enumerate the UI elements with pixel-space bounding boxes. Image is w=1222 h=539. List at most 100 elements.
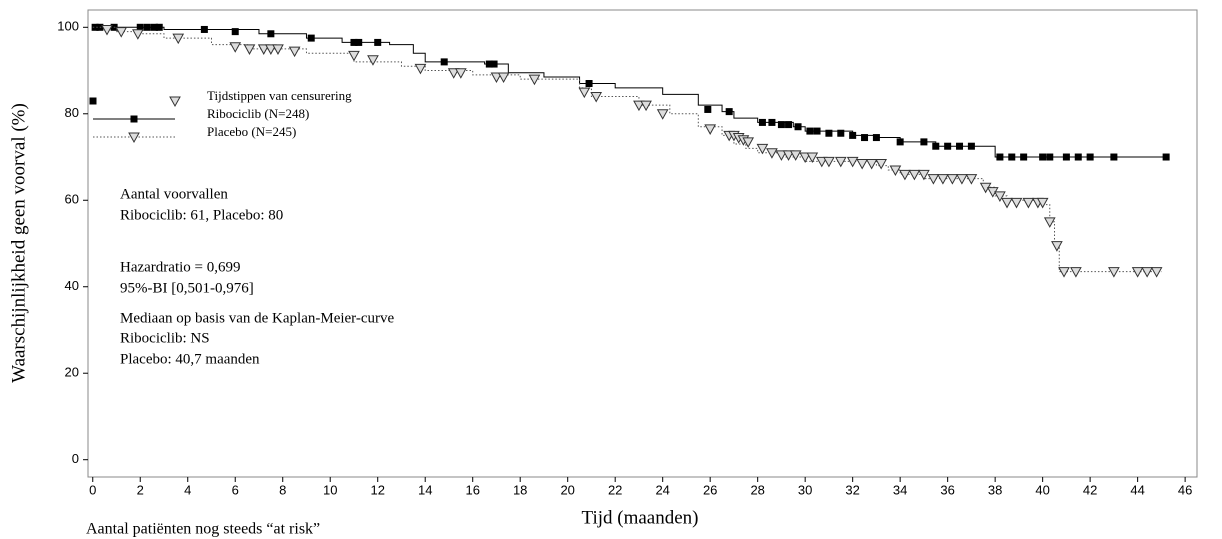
censor-mark bbox=[350, 38, 358, 46]
annotation: Placebo: 40,7 maanden bbox=[120, 351, 260, 367]
censor-mark bbox=[758, 118, 766, 126]
censor-mark bbox=[267, 30, 275, 38]
censor-mark bbox=[585, 80, 593, 88]
x-tick-label: 12 bbox=[370, 482, 384, 497]
censor-mark bbox=[640, 100, 652, 112]
censor-mark bbox=[367, 55, 379, 66]
x-tick-label: 24 bbox=[655, 482, 669, 497]
censor-mark bbox=[155, 23, 163, 31]
censor-mark bbox=[756, 143, 769, 155]
censor-mark bbox=[899, 169, 911, 181]
censor-mark bbox=[229, 42, 242, 53]
censor-mark bbox=[528, 74, 541, 86]
x-tick-label: 30 bbox=[798, 482, 812, 497]
censor-mark bbox=[1051, 241, 1063, 252]
censor-mark bbox=[1010, 197, 1023, 209]
legend-label: Ribociclib (N=248) bbox=[207, 106, 309, 121]
censor-mark bbox=[374, 38, 382, 46]
censor-mark bbox=[965, 174, 978, 185]
censor-mark bbox=[849, 131, 857, 139]
x-tick-label: 14 bbox=[418, 482, 432, 497]
x-tick-label: 38 bbox=[988, 482, 1002, 497]
censor-mark bbox=[1022, 197, 1035, 209]
censor-mark bbox=[143, 23, 151, 31]
legend-title: Tijdstippen van censurering bbox=[207, 88, 352, 103]
censor-mark bbox=[1020, 153, 1028, 161]
censor-mark bbox=[656, 109, 669, 120]
censor-mark bbox=[1062, 153, 1070, 161]
x-tick-label: 34 bbox=[893, 482, 907, 497]
y-tick-label: 20 bbox=[65, 365, 79, 380]
annotation: Ribociclib: 61, Placebo: 80 bbox=[120, 207, 283, 223]
y-tick-label: 100 bbox=[57, 19, 79, 34]
censor-mark bbox=[1043, 217, 1056, 228]
plot-frame bbox=[87, 9, 1198, 478]
censor-mark bbox=[1074, 153, 1082, 161]
x-tick-label: 36 bbox=[940, 482, 954, 497]
censor-mark bbox=[918, 169, 930, 181]
x-tick-label: 32 bbox=[845, 482, 859, 497]
censor-mark bbox=[243, 44, 256, 55]
annotation: Mediaan op basis van de Kaplan-Meier-cur… bbox=[120, 310, 395, 326]
x-tick-label: 46 bbox=[1178, 482, 1192, 497]
x-tick-label: 10 bbox=[323, 482, 337, 497]
censor-mark bbox=[775, 150, 788, 161]
censor-mark bbox=[454, 68, 467, 79]
censor-mark bbox=[889, 165, 902, 177]
censor-mark bbox=[806, 152, 819, 164]
censor-mark bbox=[996, 153, 1004, 161]
censor-mark bbox=[932, 142, 940, 150]
x-tick-label: 8 bbox=[279, 482, 286, 497]
censor-mark bbox=[875, 159, 888, 170]
at-risk-label: Aantal patiënten nog steeds “at risk” bbox=[86, 521, 320, 538]
legend-marker bbox=[169, 96, 181, 108]
censor-mark bbox=[115, 27, 128, 38]
censor-mark bbox=[136, 23, 144, 31]
x-tick-label: 18 bbox=[513, 482, 527, 497]
censor-mark bbox=[1150, 267, 1163, 278]
censor-mark bbox=[132, 29, 144, 40]
censor-mark bbox=[200, 25, 208, 33]
censor-mark bbox=[725, 108, 733, 116]
legend-marker bbox=[128, 132, 140, 144]
censor-mark bbox=[825, 129, 833, 137]
censor-mark bbox=[1001, 197, 1013, 209]
x-tick-label: 0 bbox=[89, 482, 96, 497]
censor-mark bbox=[742, 137, 755, 148]
censor-mark bbox=[348, 50, 360, 62]
annotation: 95%-BI [0,501-0,976] bbox=[120, 280, 254, 296]
censor-mark bbox=[485, 60, 493, 68]
censor-mark bbox=[846, 156, 859, 168]
x-tick-label: 6 bbox=[232, 482, 239, 497]
annotation: Aantal voorvallen bbox=[120, 186, 228, 202]
annotation: Hazardratio = 0,699 bbox=[120, 259, 241, 275]
censor-mark bbox=[1141, 267, 1153, 278]
censor-mark bbox=[1058, 267, 1070, 278]
censor-mark bbox=[1108, 267, 1120, 278]
censor-mark bbox=[865, 159, 878, 170]
y-tick-label: 40 bbox=[65, 278, 79, 293]
censor-mark bbox=[823, 156, 835, 168]
y-tick-label: 0 bbox=[72, 451, 79, 466]
censor-mark bbox=[1110, 153, 1118, 161]
censor-mark bbox=[768, 118, 776, 126]
censor-mark bbox=[91, 23, 99, 31]
censor-mark bbox=[1036, 197, 1049, 209]
censor-mark bbox=[789, 150, 802, 161]
censor-mark bbox=[1008, 153, 1016, 161]
censor-mark bbox=[967, 142, 975, 150]
censor-mark bbox=[265, 44, 277, 55]
censor-mark bbox=[956, 174, 968, 185]
y-tick-label: 60 bbox=[65, 192, 79, 207]
censor-mark bbox=[799, 152, 812, 164]
censor-mark bbox=[896, 138, 904, 146]
censor-mark bbox=[944, 142, 952, 150]
censor-mark bbox=[794, 123, 802, 131]
censor-mark bbox=[704, 105, 712, 113]
censor-mark bbox=[908, 169, 921, 181]
censor-mark bbox=[946, 174, 959, 185]
x-tick-label: 22 bbox=[608, 482, 622, 497]
censor-mark bbox=[272, 44, 284, 55]
censor-mark bbox=[307, 34, 315, 42]
